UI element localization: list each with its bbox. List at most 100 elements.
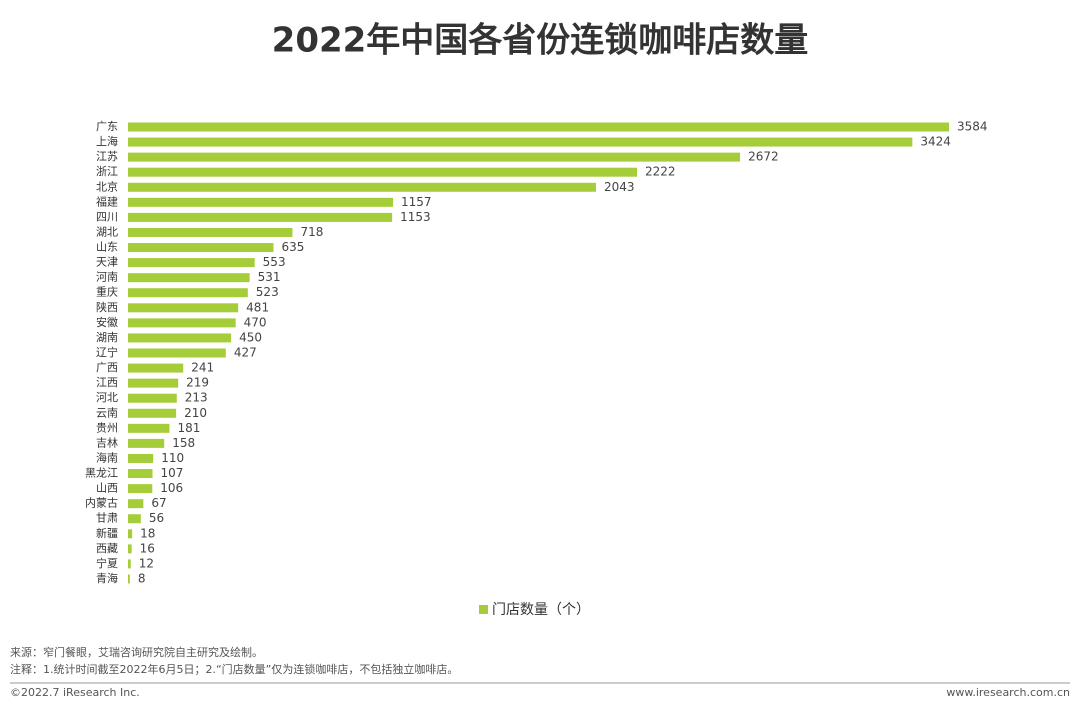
bar: [128, 243, 274, 253]
bar: [128, 318, 236, 328]
bar: [128, 484, 153, 494]
y-tick-label: 云南: [96, 406, 118, 419]
data-label: 67: [151, 496, 166, 510]
y-tick-label: 北京: [96, 179, 118, 193]
y-tick-label: 重庆: [96, 285, 118, 299]
data-label: 635: [281, 240, 304, 254]
legend-label: 门店数量（个）: [492, 602, 590, 618]
y-tick-label: 湖南: [96, 331, 118, 344]
data-label: 718: [300, 225, 323, 239]
data-label: 2672: [748, 150, 779, 164]
bar: [128, 288, 248, 298]
bar: [128, 514, 141, 524]
data-label: 3584: [957, 120, 988, 134]
bar: [128, 469, 153, 479]
copyright: ©2022.7 iResearch Inc.: [10, 686, 140, 699]
data-label: 450: [239, 330, 262, 344]
bar: [128, 122, 949, 132]
bar: [128, 438, 165, 448]
bar: [128, 378, 179, 388]
data-label: 470: [244, 315, 267, 329]
data-label: 2222: [645, 165, 676, 179]
website: www.iresearch.com.cn: [946, 686, 1070, 699]
data-label: 106: [160, 481, 183, 495]
y-tick-label: 内蒙古: [85, 496, 118, 510]
chart-title: 2022年中国各省份连锁咖啡店数量: [272, 21, 809, 61]
y-tick-label: 天津: [96, 256, 118, 269]
data-label: 56: [149, 511, 164, 525]
bar: [128, 197, 394, 207]
bar: [128, 333, 232, 343]
footnote: 注释：1.统计时间截至2022年6月5日；2.“门店数量”仅为连锁咖啡店，不包括…: [10, 662, 458, 676]
bar: [128, 227, 293, 237]
y-tick-label: 河北: [96, 391, 118, 404]
data-label: 219: [186, 376, 209, 390]
data-label: 1153: [400, 210, 431, 224]
bar: [128, 559, 131, 569]
bar: [128, 393, 177, 403]
y-tick-label: 海南: [96, 450, 118, 464]
bar: [128, 574, 130, 584]
y-tick-label: 福建: [96, 194, 118, 208]
y-tick-label: 宁夏: [96, 556, 118, 570]
bar: [128, 273, 250, 283]
bar: [128, 529, 133, 539]
data-label: 523: [256, 285, 279, 299]
bar: [128, 348, 226, 358]
y-tick-label: 湖北: [96, 225, 118, 238]
y-tick-label: 新疆: [96, 526, 118, 540]
bar: [128, 423, 170, 433]
data-label: 8: [138, 572, 146, 586]
data-label: 213: [185, 391, 208, 405]
bar: [128, 152, 741, 162]
y-tick-label: 广西: [96, 361, 118, 374]
y-tick-label: 广东: [96, 120, 118, 133]
data-label: 531: [258, 270, 281, 284]
bar: [128, 408, 177, 418]
data-label: 427: [234, 346, 257, 360]
data-label: 107: [161, 466, 184, 480]
data-label: 210: [184, 406, 207, 420]
y-tick-label: 江苏: [96, 150, 118, 163]
y-tick-label: 四川: [96, 210, 118, 223]
data-label: 1157: [401, 195, 432, 209]
y-tick-label: 上海: [96, 134, 118, 148]
data-label: 553: [263, 255, 286, 269]
y-tick-label: 青海: [96, 571, 118, 585]
y-tick-label: 山东: [96, 241, 118, 254]
bar: [128, 544, 132, 554]
y-tick-label: 陕西: [96, 300, 118, 314]
y-tick-label: 浙江: [96, 165, 118, 178]
data-label: 2043: [604, 180, 635, 194]
bar: [128, 258, 255, 268]
bar: [128, 303, 239, 313]
y-tick-label: 江西: [96, 376, 118, 389]
y-tick-label: 吉林: [96, 435, 118, 449]
data-label: 241: [191, 361, 214, 375]
legend-swatch: [479, 605, 488, 614]
data-label: 12: [139, 556, 154, 570]
data-label: 110: [161, 451, 184, 465]
data-label: 3424: [920, 135, 951, 149]
y-tick-label: 安徽: [96, 315, 118, 329]
y-tick-label: 西藏: [96, 542, 118, 555]
data-label: 18: [140, 526, 155, 540]
y-tick-label: 山西: [96, 482, 118, 495]
y-tick-label: 辽宁: [96, 345, 118, 359]
bar: [128, 453, 154, 463]
data-label: 158: [172, 436, 195, 450]
bar: [128, 212, 393, 222]
source-note: 来源：窄门餐眼，艾瑞咨询研究院自主研究及绘制。: [10, 645, 263, 659]
data-label: 481: [246, 300, 269, 314]
y-tick-label: 黑龙江: [85, 467, 118, 480]
data-label: 181: [177, 421, 200, 435]
y-tick-label: 甘肃: [96, 512, 118, 525]
data-label: 16: [140, 541, 155, 555]
y-tick-label: 贵州: [96, 421, 118, 434]
bar: [128, 363, 184, 373]
bar: [128, 167, 638, 177]
y-tick-label: 河南: [96, 271, 118, 284]
bar: [128, 182, 596, 192]
bar: [128, 499, 144, 509]
